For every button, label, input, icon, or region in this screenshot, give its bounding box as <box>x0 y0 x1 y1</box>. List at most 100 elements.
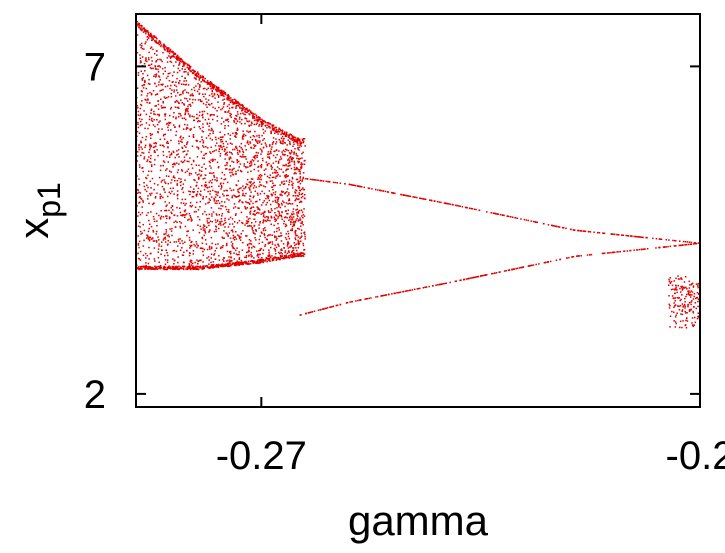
data-point <box>164 67 166 69</box>
data-point <box>325 307 327 309</box>
data-point <box>205 137 208 139</box>
data-point <box>159 144 161 146</box>
data-point <box>138 211 140 214</box>
data-point <box>201 236 203 239</box>
data-point <box>278 213 281 215</box>
data-point <box>626 235 629 237</box>
data-point <box>290 220 292 223</box>
data-point <box>687 305 689 308</box>
data-point <box>215 213 218 215</box>
data-point <box>236 149 239 151</box>
data-point <box>206 187 209 189</box>
data-point <box>150 93 153 96</box>
data-point <box>288 137 291 139</box>
data-point <box>697 300 699 303</box>
data-point <box>222 237 224 239</box>
data-point <box>240 211 243 214</box>
data-point <box>274 150 276 153</box>
data-point <box>153 151 156 153</box>
data-point <box>253 195 255 197</box>
data-point <box>162 73 165 75</box>
data-point <box>235 170 237 173</box>
data-point <box>669 315 672 317</box>
data-point <box>690 290 692 292</box>
data-point <box>183 103 185 105</box>
data-point <box>226 94 228 97</box>
data-point <box>212 118 214 121</box>
data-point <box>670 288 673 291</box>
data-point <box>230 152 232 154</box>
data-point <box>277 200 279 202</box>
data-point <box>237 261 239 264</box>
data-point <box>368 297 370 300</box>
data-point <box>155 40 157 42</box>
data-point <box>209 151 211 153</box>
data-point <box>191 69 193 71</box>
data-point <box>399 291 402 293</box>
data-point <box>280 156 282 158</box>
data-point <box>685 244 688 246</box>
data-point <box>139 196 141 198</box>
data-point <box>278 204 280 206</box>
data-point <box>208 246 211 249</box>
data-point <box>188 66 191 68</box>
data-point <box>148 58 150 61</box>
data-point <box>298 158 301 160</box>
data-point <box>236 151 239 154</box>
data-point <box>436 284 439 286</box>
data-point <box>292 141 295 143</box>
data-point <box>267 156 269 158</box>
data-point <box>681 287 683 289</box>
data-point <box>157 184 159 186</box>
data-point <box>693 295 695 298</box>
data-point <box>300 165 303 167</box>
data-point <box>272 192 275 194</box>
data-point <box>218 207 220 210</box>
data-point <box>668 303 671 306</box>
data-point <box>188 264 191 266</box>
data-point <box>271 243 274 245</box>
data-point <box>291 254 294 257</box>
data-point <box>263 260 265 262</box>
data-point <box>278 139 280 141</box>
data-point <box>668 295 670 297</box>
data-point <box>167 182 169 185</box>
data-point <box>254 117 256 120</box>
data-point <box>322 180 325 182</box>
data-point <box>272 128 275 131</box>
data-point <box>269 180 272 182</box>
data-point <box>300 167 302 170</box>
data-point <box>263 234 266 236</box>
data-point <box>280 202 283 205</box>
data-point <box>189 103 191 106</box>
data-point <box>141 151 143 154</box>
data-point <box>197 120 199 123</box>
data-point <box>144 98 146 101</box>
data-point <box>277 161 280 164</box>
data-point <box>167 239 169 242</box>
data-point <box>201 166 203 168</box>
data-point <box>183 123 186 126</box>
data-point <box>683 287 685 289</box>
data-point <box>142 73 144 75</box>
data-point <box>296 214 298 216</box>
data-point <box>297 215 299 218</box>
data-point <box>253 214 256 216</box>
data-point <box>371 188 373 190</box>
data-point <box>156 119 158 121</box>
data-point <box>227 98 229 101</box>
data-point <box>212 85 215 87</box>
data-point <box>145 99 147 101</box>
data-point <box>173 249 176 252</box>
data-point <box>149 268 151 270</box>
data-point <box>228 103 230 106</box>
data-point <box>140 197 142 200</box>
data-point <box>177 100 179 103</box>
data-point <box>336 182 338 184</box>
data-point <box>612 233 614 235</box>
data-point <box>286 256 288 259</box>
data-point <box>234 262 236 265</box>
data-point <box>211 215 213 217</box>
data-point <box>250 162 253 164</box>
data-point <box>204 81 207 83</box>
